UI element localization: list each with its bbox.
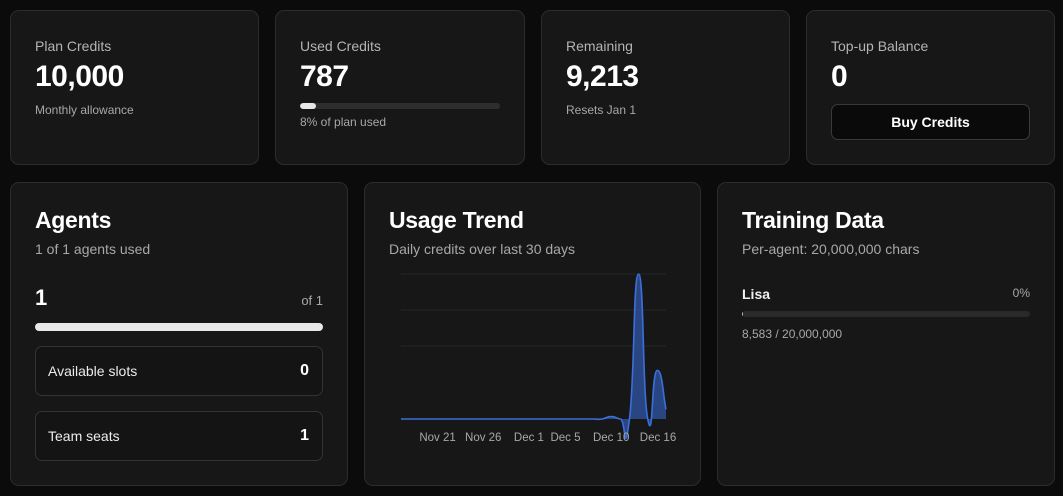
training-agent-count: 8,583 / 20,000,000 xyxy=(742,327,843,341)
available-slots-value: 0 xyxy=(300,362,309,379)
usage-trend-card: Usage Trend Daily credits over last 30 d… xyxy=(364,182,701,486)
used-credits-sub: 8% of plan used xyxy=(300,115,387,129)
agents-progress-bar xyxy=(35,323,323,331)
x-tick-label: Dec 16 xyxy=(640,432,676,444)
agents-of: of 1 xyxy=(301,293,323,308)
training-agent-progress xyxy=(742,311,1030,317)
x-tick-label: Nov 21 xyxy=(419,432,455,444)
training-data-title: Training Data xyxy=(742,207,884,233)
buy-credits-button[interactable]: Buy Credits xyxy=(831,104,1030,140)
agents-count: 1 xyxy=(35,285,48,310)
x-tick-label: Dec 1 xyxy=(514,432,544,444)
remaining-sub: Resets Jan 1 xyxy=(566,103,637,117)
agents-subtitle: 1 of 1 agents used xyxy=(35,241,151,257)
training-agent-progress-fill xyxy=(742,311,743,317)
training-agent-pct: 0% xyxy=(1012,286,1030,300)
training-data-card: Training Data Per-agent: 20,000,000 char… xyxy=(717,182,1055,486)
plan-credits-label: Plan Credits xyxy=(35,38,112,54)
training-agent-row: Lisa 0% xyxy=(742,286,1030,302)
agents-card: Agents 1 of 1 agents used 1 of 1 Availab… xyxy=(10,182,348,486)
topup-label: Top-up Balance xyxy=(831,38,929,54)
plan-credits-value: 10,000 xyxy=(35,60,124,93)
x-tick-label: Nov 26 xyxy=(465,432,501,444)
training-data-subtitle: Per-agent: 20,000,000 chars xyxy=(742,241,920,257)
usage-area xyxy=(401,274,666,439)
x-tick-label: Dec 10 xyxy=(593,432,629,444)
training-agent-name: Lisa xyxy=(742,286,771,302)
team-seats-value: 1 xyxy=(300,427,309,444)
available-slots-label: Available slots xyxy=(48,363,138,379)
x-tick-label: Dec 5 xyxy=(550,432,580,444)
topup-value: 0 xyxy=(831,60,848,93)
used-credits-label: Used Credits xyxy=(300,38,381,54)
available-slots-row: Available slots 0 xyxy=(35,346,323,396)
usage-line xyxy=(401,273,667,440)
used-credits-progress-fill xyxy=(300,103,316,109)
usage-trend-title: Usage Trend xyxy=(389,207,524,233)
used-credits-card: Used Credits 787 8% of plan used xyxy=(275,10,525,165)
plan-credits-card: Plan Credits 10,000 Monthly allowance xyxy=(10,10,259,165)
team-seats-row: Team seats 1 xyxy=(35,411,323,461)
usage-trend-chart: Nov 21 Nov 26 Dec 1 Dec 5 Dec 10 Dec 16 xyxy=(401,273,676,444)
used-credits-progress xyxy=(300,103,500,109)
topup-card: Top-up Balance 0 Buy Credits xyxy=(806,10,1055,165)
remaining-label: Remaining xyxy=(566,38,633,54)
used-credits-value: 787 xyxy=(300,60,349,93)
remaining-value: 9,213 xyxy=(566,60,639,93)
plan-credits-sub: Monthly allowance xyxy=(35,103,134,117)
agents-count-row: 1 of 1 xyxy=(35,285,323,311)
remaining-card: Remaining 9,213 Resets Jan 1 xyxy=(541,10,790,165)
team-seats-label: Team seats xyxy=(48,428,120,444)
usage-trend-subtitle: Daily credits over last 30 days xyxy=(389,241,575,257)
agents-title: Agents xyxy=(35,207,112,233)
